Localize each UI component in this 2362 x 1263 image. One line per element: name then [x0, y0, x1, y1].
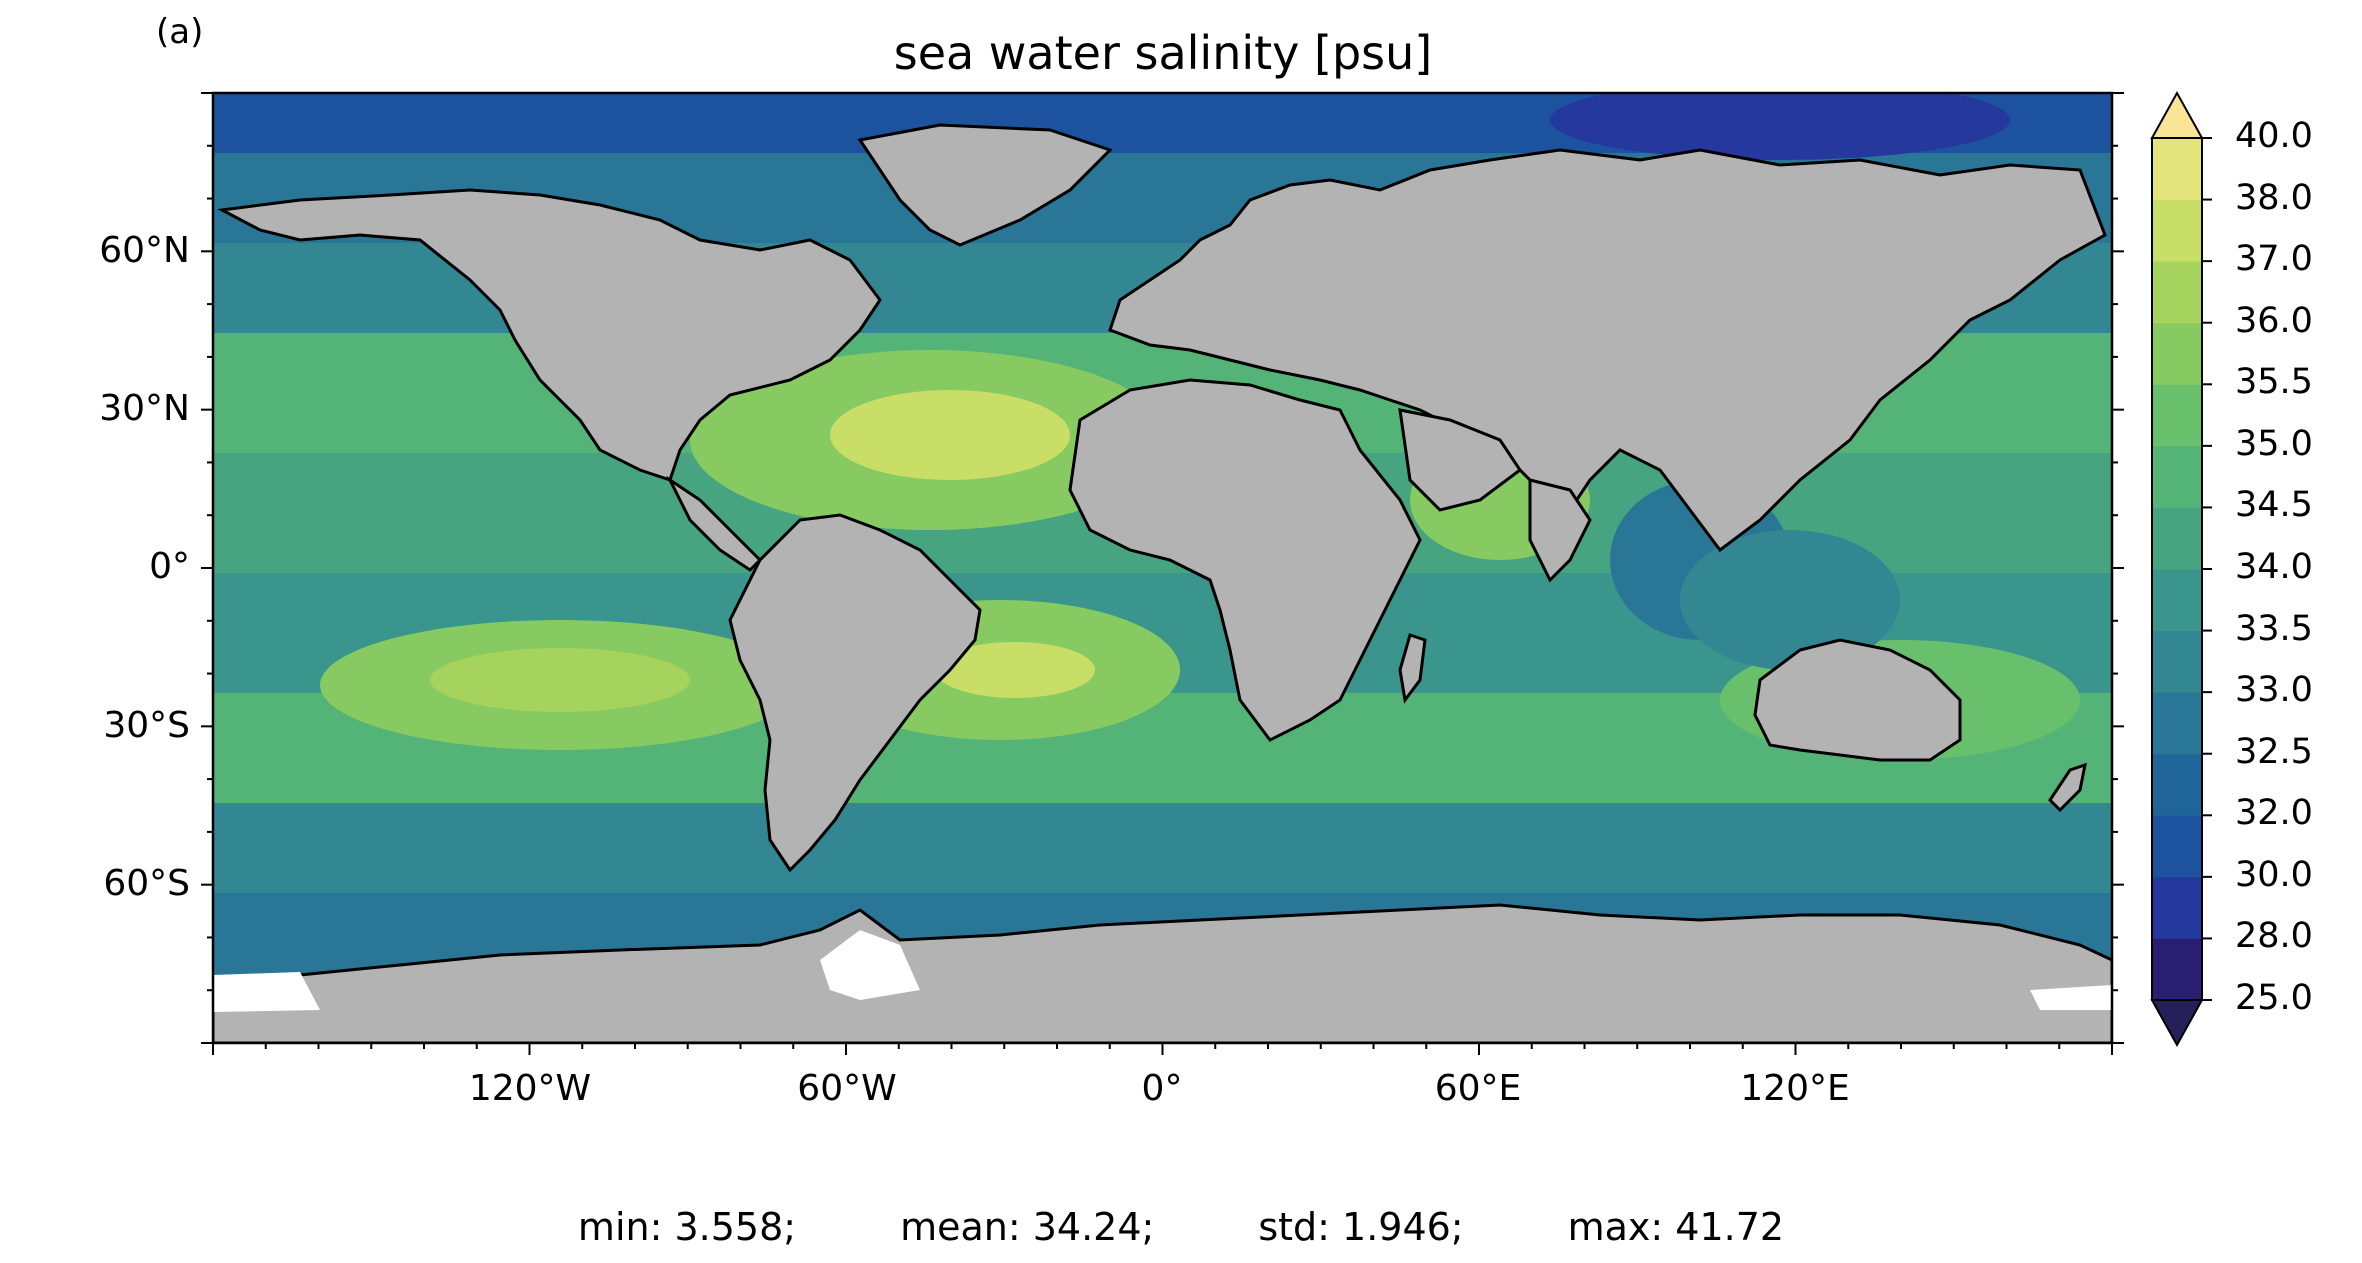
colorbar-tick-label: 40.0 — [2235, 116, 2313, 156]
lat-tick-label: 30°N — [99, 388, 190, 429]
colorbar-segment — [2152, 938, 2202, 1001]
colorbar-segment — [2152, 445, 2202, 508]
ice-right — [2030, 985, 2112, 1010]
india — [1528, 478, 1592, 583]
antarctica — [213, 903, 2112, 1043]
colorbar-over-extension — [2150, 90, 2204, 139]
siberian-shelf-low — [1550, 93, 2010, 160]
colorbar-segment — [2152, 569, 2202, 632]
new-zealand — [2048, 762, 2087, 813]
colorbar-segment — [2152, 507, 2202, 570]
lon-tick-label: 120°E — [1740, 1068, 1850, 1109]
lon-tick-label: 120°W — [468, 1068, 592, 1109]
colorbar — [2150, 90, 2212, 1048]
eurasia — [1108, 148, 2107, 553]
colorbar-segment — [2152, 692, 2202, 755]
panel-label: (a) — [156, 12, 204, 52]
colorbar-tick-label: 37.0 — [2235, 239, 2313, 280]
ice-left — [213, 972, 320, 1012]
colorbar-tick-label: 32.5 — [2235, 731, 2313, 772]
stat-max: max: 41.72 — [1567, 1205, 1785, 1249]
colorbar-segment — [2152, 261, 2202, 324]
colorbar-tick-label: 33.0 — [2235, 670, 2313, 711]
south-america — [728, 513, 982, 873]
lon-tick-label: 0° — [1141, 1068, 1183, 1109]
africa — [1068, 378, 1422, 742]
lat-tick-label: 0° — [149, 546, 190, 587]
colorbar-segment — [2152, 630, 2202, 693]
madagascar — [1398, 633, 1427, 704]
maritime-continent-low — [1680, 530, 1900, 670]
lat-tick-label: 60°N — [99, 230, 190, 271]
land — [213, 123, 2112, 1043]
stats-line: min: 3.558; mean: 34.24; std: 1.946; max: 4… — [0, 1205, 2362, 1249]
colorbar-tick-label: 34.0 — [2235, 547, 2313, 587]
map-title: sea water salinity [psu] — [893, 26, 1433, 80]
lat-tick-label: 60°S — [103, 863, 190, 904]
colorbar-tick-label: 35.5 — [2235, 362, 2313, 403]
colorbar-tick-label: 34.5 — [2235, 485, 2313, 526]
arabia — [1398, 408, 1523, 512]
colorbar-tick-label: 28.0 — [2235, 916, 2313, 957]
colorbar-tick-label: 32.0 — [2235, 793, 2313, 834]
colorbar-segment — [2152, 384, 2202, 447]
lat-tick-label: 30°S — [103, 705, 190, 746]
south-atlantic-core — [935, 642, 1095, 698]
lon-tick-label: 60°E — [1434, 1068, 1522, 1109]
stat-mean: mean: 34.24; — [900, 1205, 1155, 1249]
colorbar-tick-label: 33.5 — [2235, 608, 2313, 649]
colorbar-tick-label: 35.0 — [2235, 423, 2313, 464]
colorbar-tick-label: 30.0 — [2235, 854, 2313, 895]
colorbar-segment — [2152, 138, 2202, 201]
axis-ticks — [201, 92, 2124, 1055]
north-america — [217, 188, 882, 482]
australia — [1753, 638, 1962, 762]
greenland — [857, 123, 1113, 247]
lon-tick-label: 60°W — [797, 1068, 897, 1109]
colorbar-segment — [2152, 815, 2202, 878]
north-atlantic-core — [830, 390, 1070, 480]
south-pacific-core — [430, 648, 690, 712]
stat-min: min: 3.558; — [577, 1205, 797, 1249]
ice-weddell — [820, 930, 920, 1000]
colorbar-tick-label: 25.0 — [2235, 978, 2313, 1018]
map-field — [213, 93, 2112, 1043]
colorbar-segment — [2152, 322, 2202, 385]
colorbar-segment — [2152, 199, 2202, 262]
colorbar-segment — [2152, 753, 2202, 816]
colorbar-segment — [2152, 876, 2202, 939]
south-midlat-band — [213, 803, 2112, 893]
colorbar-tick-label: 36.0 — [2235, 300, 2313, 341]
colorbar-tick-label: 38.0 — [2235, 177, 2313, 218]
stat-std: std: 1.946; — [1258, 1205, 1464, 1249]
colorbar-under-extension — [2150, 999, 2204, 1048]
